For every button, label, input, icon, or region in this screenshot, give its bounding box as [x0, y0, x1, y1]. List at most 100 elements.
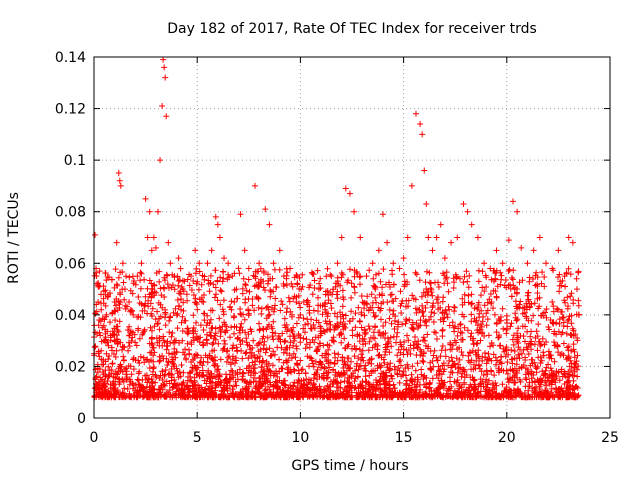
- data-point: [159, 102, 166, 109]
- data-point: [429, 247, 436, 254]
- data-point: [94, 280, 101, 287]
- x-tick-label: 15: [395, 430, 413, 446]
- data-point: [423, 200, 430, 207]
- data-point: [338, 234, 345, 241]
- data-point: [97, 332, 104, 339]
- data-point: [221, 255, 228, 262]
- data-point: [487, 265, 494, 272]
- data-point: [505, 237, 512, 244]
- x-axis-title: GPS time / hours: [291, 458, 408, 474]
- data-point: [251, 182, 258, 189]
- data-point: [163, 113, 170, 120]
- data-point: [103, 311, 110, 318]
- data-point: [280, 273, 287, 280]
- chart-title: Day 182 of 2017, Rate Of TEC Index for r…: [167, 21, 537, 37]
- plot-frame: [93, 56, 611, 419]
- data-points: [91, 56, 583, 401]
- data-point: [204, 260, 211, 267]
- data-point: [375, 247, 382, 254]
- data-point: [576, 311, 583, 318]
- data-point: [425, 234, 432, 241]
- data-point: [152, 244, 159, 251]
- x-tick-label: 5: [193, 430, 202, 446]
- data-point: [396, 265, 403, 272]
- data-point: [105, 342, 112, 349]
- data-point: [200, 298, 207, 305]
- data-point: [162, 74, 169, 81]
- data-point: [161, 64, 168, 71]
- data-point: [441, 255, 448, 262]
- data-point: [192, 247, 199, 254]
- data-point: [165, 239, 172, 246]
- data-point: [237, 211, 244, 218]
- data-point: [573, 286, 580, 293]
- x-tick-label: 20: [498, 430, 516, 446]
- data-point: [287, 265, 294, 272]
- data-point: [179, 286, 186, 293]
- data-point: [270, 260, 277, 267]
- y-axis-ticks: 0 0.02 0.04 0.06 0.08 0.1 0.12 0.14: [55, 50, 610, 427]
- data-point: [499, 260, 506, 267]
- y-tick-label: 0.12: [55, 102, 86, 118]
- data-point: [437, 221, 444, 228]
- data-point: [390, 260, 397, 267]
- data-point: [188, 273, 195, 280]
- data-point: [493, 247, 500, 254]
- data-point: [99, 324, 106, 331]
- data-point: [555, 247, 562, 254]
- data-point: [126, 298, 133, 305]
- data-point: [569, 239, 576, 246]
- plot-border: [93, 56, 611, 419]
- y-axis-title: ROTI / TECUs: [6, 192, 22, 284]
- data-point: [328, 273, 335, 280]
- data-point: [115, 170, 122, 177]
- data-point: [196, 260, 203, 267]
- data-point: [464, 208, 471, 215]
- data-point: [116, 177, 123, 184]
- data-point: [417, 121, 424, 128]
- data-point: [518, 244, 525, 251]
- data-point: [351, 208, 358, 215]
- data-point: [400, 255, 407, 262]
- data-point: [266, 221, 273, 228]
- data-point: [384, 239, 391, 246]
- data-point: [111, 298, 118, 305]
- data-point: [309, 291, 316, 298]
- data-point: [448, 239, 455, 246]
- data-point: [157, 157, 164, 164]
- data-point: [412, 110, 419, 117]
- dense-point-cloud: [91, 265, 582, 401]
- y-tick-label: 0.02: [55, 359, 86, 375]
- data-point: [256, 260, 263, 267]
- data-point: [421, 167, 428, 174]
- data-point: [468, 221, 475, 228]
- data-point: [117, 182, 124, 189]
- data-point: [101, 337, 108, 344]
- data-point: [369, 260, 376, 267]
- data-point: [536, 234, 543, 241]
- data-point: [144, 234, 151, 241]
- data-point: [212, 213, 219, 220]
- data-point: [293, 298, 300, 305]
- data-point: [419, 131, 426, 138]
- x-tick-label: 0: [90, 430, 99, 446]
- data-point: [342, 185, 349, 192]
- data-point: [530, 247, 537, 254]
- data-point: [233, 286, 240, 293]
- y-tick-label: 0.06: [55, 256, 86, 272]
- data-point: [322, 306, 329, 313]
- data-point: [408, 182, 415, 189]
- data-point: [146, 208, 153, 215]
- data-point: [95, 298, 102, 305]
- data-point: [543, 260, 550, 267]
- data-point: [549, 265, 556, 272]
- data-point: [315, 286, 322, 293]
- data-point: [148, 247, 155, 254]
- data-point: [297, 311, 304, 318]
- data-point: [134, 273, 141, 280]
- data-point: [262, 206, 269, 213]
- data-point: [183, 291, 190, 298]
- data-point: [167, 260, 174, 267]
- data-point: [357, 234, 364, 241]
